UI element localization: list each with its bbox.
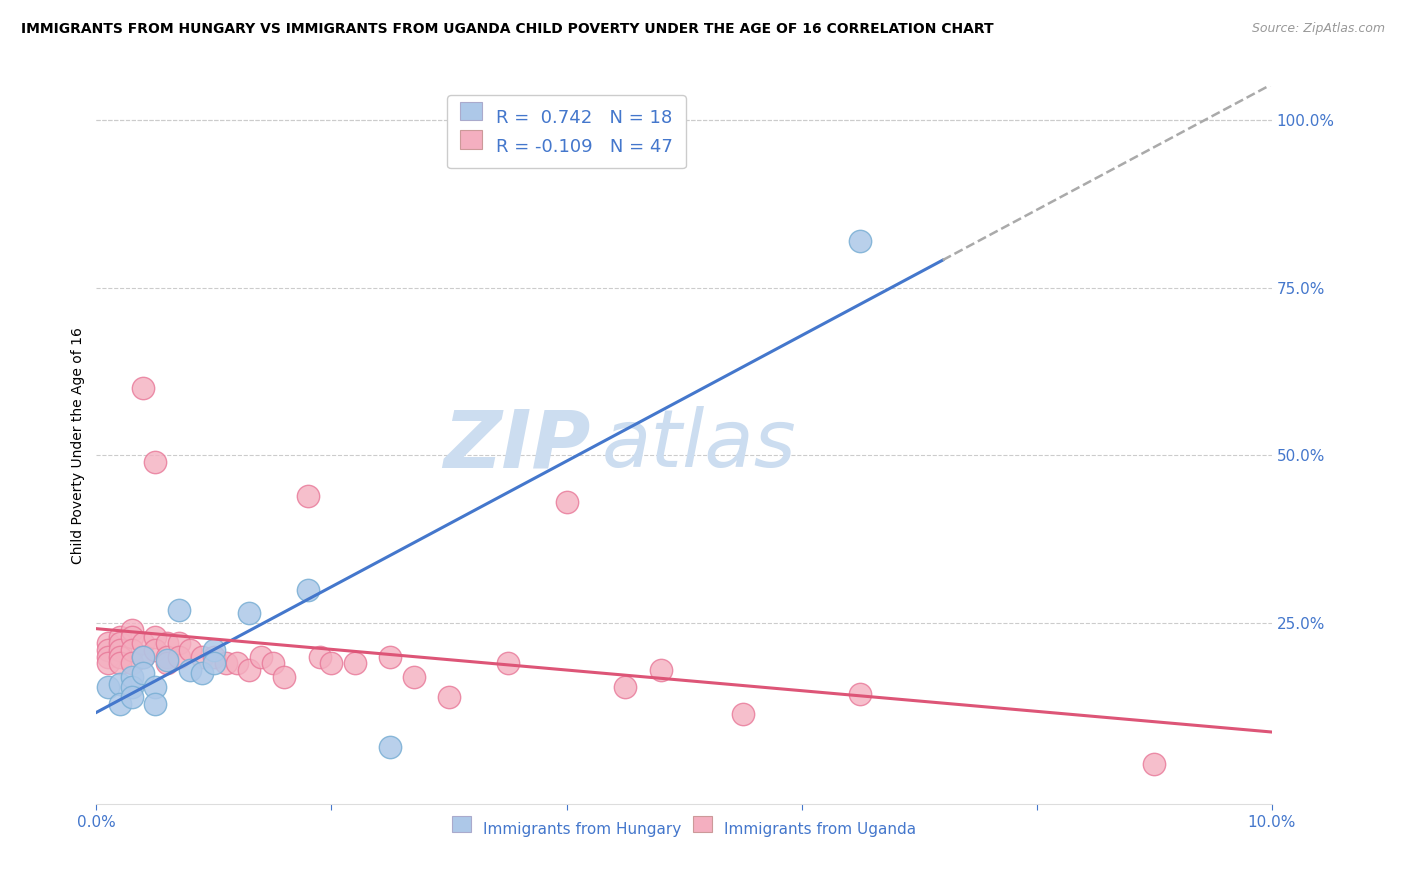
Point — [402, 670, 425, 684]
Point — [650, 663, 672, 677]
Point — [555, 495, 578, 509]
Point — [262, 657, 284, 671]
Point — [238, 663, 260, 677]
Point — [731, 706, 754, 721]
Point — [132, 649, 155, 664]
Point — [108, 630, 131, 644]
Point — [121, 623, 143, 637]
Point — [238, 606, 260, 620]
Point — [121, 643, 143, 657]
Point — [202, 643, 225, 657]
Point — [437, 690, 460, 704]
Text: ZIP: ZIP — [443, 407, 591, 484]
Point — [156, 636, 179, 650]
Point — [108, 676, 131, 690]
Point — [97, 643, 120, 657]
Point — [321, 657, 343, 671]
Point — [226, 657, 249, 671]
Point — [849, 234, 872, 248]
Point — [214, 657, 236, 671]
Y-axis label: Child Poverty Under the Age of 16: Child Poverty Under the Age of 16 — [72, 326, 86, 564]
Text: IMMIGRANTS FROM HUNGARY VS IMMIGRANTS FROM UGANDA CHILD POVERTY UNDER THE AGE OF: IMMIGRANTS FROM HUNGARY VS IMMIGRANTS FR… — [21, 22, 994, 37]
Point — [380, 740, 402, 755]
Point — [343, 657, 366, 671]
Point — [156, 657, 179, 671]
Point — [380, 649, 402, 664]
Point — [297, 489, 319, 503]
Point — [179, 663, 201, 677]
Point — [156, 649, 179, 664]
Point — [143, 680, 166, 694]
Point — [132, 381, 155, 395]
Point — [108, 649, 131, 664]
Point — [496, 657, 519, 671]
Point — [143, 630, 166, 644]
Point — [156, 653, 179, 667]
Point — [97, 636, 120, 650]
Point — [273, 670, 295, 684]
Point — [108, 636, 131, 650]
Point — [121, 657, 143, 671]
Point — [191, 649, 214, 664]
Point — [202, 649, 225, 664]
Point — [308, 649, 330, 664]
Point — [97, 649, 120, 664]
Point — [132, 636, 155, 650]
Point — [143, 455, 166, 469]
Point — [121, 670, 143, 684]
Point — [1143, 757, 1166, 772]
Point — [121, 680, 143, 694]
Point — [97, 657, 120, 671]
Point — [167, 603, 190, 617]
Point — [132, 666, 155, 681]
Point — [143, 697, 166, 711]
Text: Source: ZipAtlas.com: Source: ZipAtlas.com — [1251, 22, 1385, 36]
Point — [108, 657, 131, 671]
Point — [121, 690, 143, 704]
Point — [179, 643, 201, 657]
Point — [191, 666, 214, 681]
Legend: Immigrants from Hungary, Immigrants from Uganda: Immigrants from Hungary, Immigrants from… — [446, 815, 922, 843]
Point — [202, 657, 225, 671]
Point — [121, 630, 143, 644]
Point — [614, 680, 637, 694]
Point — [132, 649, 155, 664]
Point — [143, 643, 166, 657]
Point — [167, 649, 190, 664]
Point — [97, 680, 120, 694]
Point — [108, 697, 131, 711]
Point — [250, 649, 273, 664]
Point — [167, 636, 190, 650]
Text: atlas: atlas — [602, 407, 797, 484]
Point — [297, 582, 319, 597]
Point — [849, 687, 872, 701]
Point — [108, 643, 131, 657]
